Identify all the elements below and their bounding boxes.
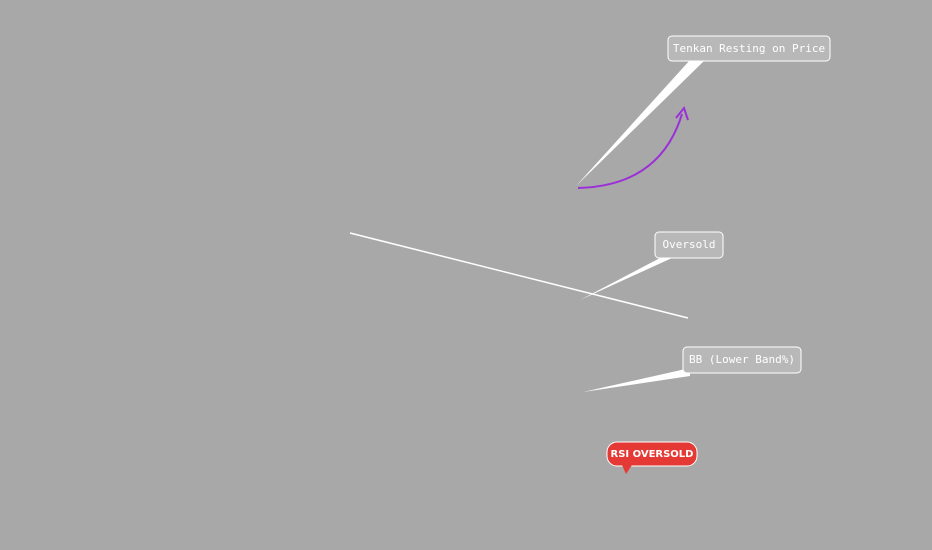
- trend-line: [349, 232, 689, 319]
- alert-box: [606, 441, 698, 467]
- callout-pointer: [576, 60, 705, 186]
- callout-text: Oversold: [663, 238, 716, 251]
- callout-box: [667, 35, 831, 62]
- callout-text: Tenkan Resting on Price: [673, 42, 825, 55]
- projection-curve: [577, 113, 683, 189]
- overlays: Tenkan Resting on Price Oversold BB (Low…: [349, 35, 831, 474]
- arrow-head: [675, 105, 689, 121]
- callout-text: BB (Lower Band%): [689, 353, 795, 366]
- callout-box: [682, 346, 802, 374]
- callout-pointer: [580, 258, 672, 300]
- alert-pointer: [622, 465, 632, 474]
- alert-text: RSI OVERSOLD: [611, 449, 694, 460]
- callout-box: [654, 231, 724, 259]
- callout-pointer: [583, 368, 690, 392]
